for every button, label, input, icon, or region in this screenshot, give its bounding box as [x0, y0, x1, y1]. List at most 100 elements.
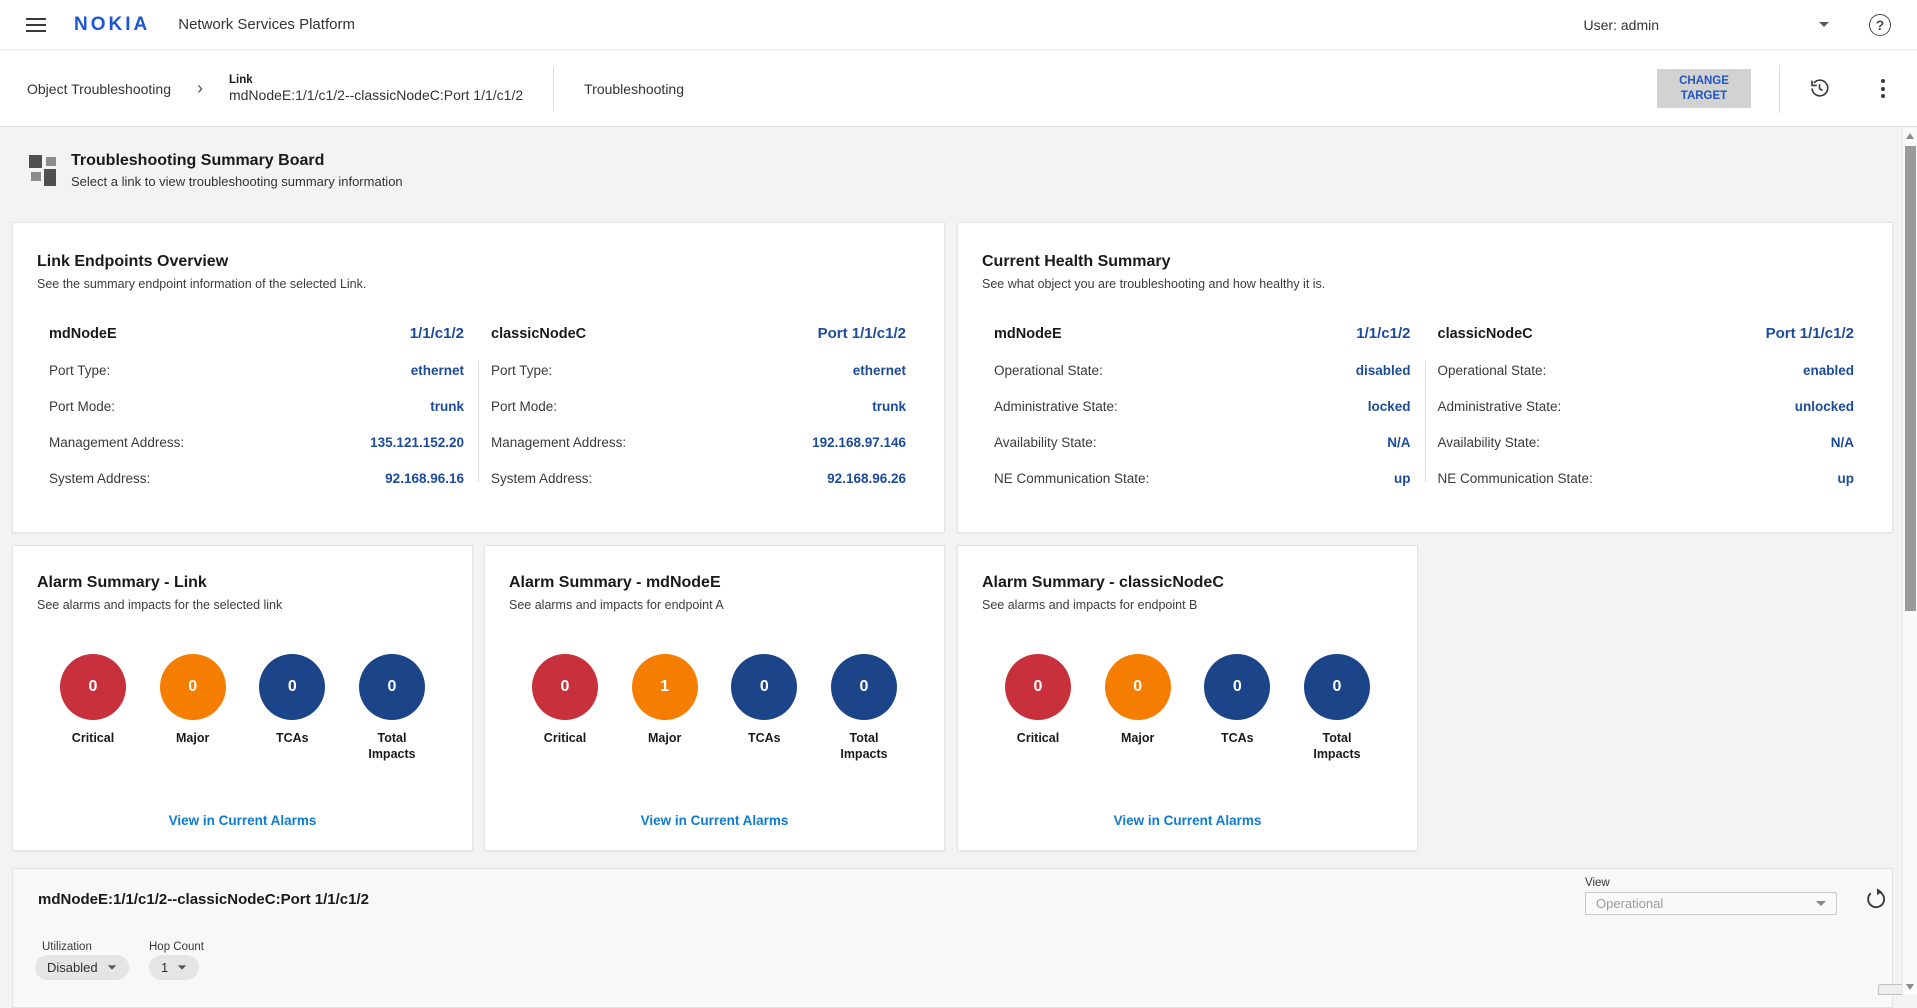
chevron-down-icon [178, 965, 187, 969]
major-badge: 0 [160, 654, 226, 720]
scrollbar-up-arrow-icon[interactable] [1906, 133, 1914, 139]
link-endpoints-overview-card: Link Endpoints Overview See the summary … [12, 222, 945, 533]
link-detail-panel: mdNodeE:1/1/c1/2--classicNodeC:Port 1/1/… [12, 868, 1893, 1008]
endpoint-port: Port 1/1/c1/2 [1766, 325, 1854, 342]
vertical-scrollbar[interactable] [1902, 128, 1917, 995]
view-select-value: Operational [1596, 896, 1804, 911]
endpoint-b-column: classicNodeC Port 1/1/c1/2 Port Type:eth… [479, 325, 920, 486]
critical-badge: 0 [60, 654, 126, 720]
view-in-current-alarms-link[interactable]: View in Current Alarms [485, 813, 944, 828]
view-select[interactable]: Operational [1585, 892, 1837, 915]
utilization-value: Disabled [47, 960, 98, 975]
critical-counter: 0 Critical [1000, 654, 1076, 763]
hop-count-dropdown[interactable]: 1 [149, 955, 199, 980]
target-type: Link [229, 73, 523, 87]
kv-row: Availability State:N/A [1438, 435, 1855, 450]
tcas-counter: 0 TCAs [254, 654, 330, 763]
endpoint-port: 1/1/c1/2 [410, 325, 464, 342]
tcas-badge: 0 [731, 654, 797, 720]
major-badge: 0 [1105, 654, 1171, 720]
breadcrumb-target[interactable]: Link mdNodeE:1/1/c1/2--classicNodeC:Port… [229, 73, 523, 105]
card-title: Alarm Summary - classicNodeC [982, 574, 1393, 592]
user-menu[interactable]: User: admin [1584, 17, 1829, 33]
card-subtitle: See alarms and impacts for endpoint A [509, 598, 920, 612]
total-impacts-badge: 0 [1304, 654, 1370, 720]
breadcrumb: Object Troubleshooting Link mdNodeE:1/1/… [0, 51, 1917, 127]
utilization-dropdown[interactable]: Disabled [35, 955, 129, 980]
critical-badge: 0 [532, 654, 598, 720]
endpoint-name: classicNodeC [1438, 326, 1533, 342]
total-impacts-counter: 0 Total Impacts [354, 654, 430, 763]
card-title: Current Health Summary [982, 253, 1868, 271]
kv-row: System Address:92.168.96.16 [49, 471, 464, 486]
card-subtitle: See the summary endpoint information of … [37, 277, 920, 291]
endpoint-a-column: mdNodeE 1/1/c1/2 Port Type:ethernet Port… [37, 325, 478, 486]
endpoint-name: mdNodeE [994, 326, 1062, 342]
kv-row: Port Type:ethernet [491, 363, 906, 378]
history-icon[interactable] [1808, 77, 1831, 100]
utilization-label: Utilization [42, 941, 92, 953]
card-title: Alarm Summary - Link [37, 574, 448, 592]
endpoint-name: mdNodeE [49, 326, 117, 342]
breadcrumb-root[interactable]: Object Troubleshooting [27, 81, 171, 97]
kv-row: Administrative State:unlocked [1438, 399, 1855, 414]
kebab-menu-icon[interactable] [1881, 79, 1885, 98]
help-icon[interactable] [1869, 14, 1891, 36]
kv-row: Operational State:enabled [1438, 363, 1855, 378]
chevron-down-icon [107, 965, 116, 969]
breadcrumb-chevron-icon [197, 78, 203, 99]
breadcrumb-divider [553, 67, 554, 111]
view-label: View [1585, 877, 1837, 889]
app-title: Network Services Platform [178, 16, 355, 33]
toolbar-divider [1779, 65, 1780, 113]
kv-row: Port Mode:trunk [491, 399, 906, 414]
kv-row: NE Communication State:up [994, 471, 1411, 486]
kv-row: Port Type:ethernet [49, 363, 464, 378]
major-counter: 0 Major [155, 654, 231, 763]
kv-row: Availability State:N/A [994, 435, 1411, 450]
endpoint-b-column: classicNodeC Port 1/1/c1/2 Operational S… [1426, 325, 1869, 486]
major-counter: 1 Major [627, 654, 703, 763]
card-subtitle: See what object you are troubleshooting … [982, 277, 1868, 291]
major-badge: 1 [632, 654, 698, 720]
critical-counter: 0 Critical [527, 654, 603, 763]
endpoint-a-column: mdNodeE 1/1/c1/2 Operational State:disab… [982, 325, 1425, 486]
change-target-button[interactable]: CHANGE TARGET [1657, 69, 1751, 109]
kv-row: Management Address:192.168.97.146 [491, 435, 906, 450]
view-in-current-alarms-link[interactable]: View in Current Alarms [13, 813, 472, 828]
refresh-icon[interactable] [1864, 887, 1888, 916]
total-impacts-badge: 0 [831, 654, 897, 720]
hop-count-value: 1 [161, 960, 168, 975]
total-impacts-counter: 0 Total Impacts [826, 654, 902, 763]
kv-row: NE Communication State:up [1438, 471, 1855, 486]
alarm-summary-mdnodee-card: Alarm Summary - mdNodeE See alarms and i… [484, 545, 945, 851]
app-header: NOKIA Network Services Platform User: ad… [0, 0, 1917, 50]
hop-count-label: Hop Count [149, 941, 204, 953]
kv-row: Administrative State:locked [994, 399, 1411, 414]
total-impacts-counter: 0 Total Impacts [1299, 654, 1375, 763]
endpoint-port: Port 1/1/c1/2 [818, 325, 906, 342]
kv-row: Operational State:disabled [994, 363, 1411, 378]
breadcrumb-section[interactable]: Troubleshooting [584, 81, 684, 97]
hamburger-menu-icon[interactable] [26, 18, 46, 32]
alarm-summary-classicnodec-card: Alarm Summary - classicNodeC See alarms … [957, 545, 1418, 851]
chevron-down-icon [1819, 22, 1829, 27]
total-impacts-badge: 0 [359, 654, 425, 720]
kv-row: Port Mode:trunk [49, 399, 464, 414]
card-subtitle: See alarms and impacts for the selected … [37, 598, 448, 612]
kv-row: System Address:92.168.96.26 [491, 471, 906, 486]
scrollbar-thumb[interactable] [1905, 146, 1916, 611]
endpoint-name: classicNodeC [491, 326, 586, 342]
major-counter: 0 Major [1100, 654, 1176, 763]
tcas-counter: 0 TCAs [1199, 654, 1275, 763]
page-title: Troubleshooting Summary Board [71, 152, 403, 170]
user-label: User: admin [1584, 17, 1659, 33]
alarm-summary-link-card: Alarm Summary - Link See alarms and impa… [12, 545, 473, 851]
scrollbar-down-arrow-icon[interactable] [1906, 984, 1914, 990]
view-in-current-alarms-link[interactable]: View in Current Alarms [958, 813, 1417, 828]
dashboard-icon [29, 155, 56, 187]
card-title: Link Endpoints Overview [37, 253, 920, 271]
kv-row: Management Address:135.121.152.20 [49, 435, 464, 450]
card-subtitle: See alarms and impacts for endpoint B [982, 598, 1393, 612]
link-title: mdNodeE:1/1/c1/2--classicNodeC:Port 1/1/… [38, 891, 369, 908]
